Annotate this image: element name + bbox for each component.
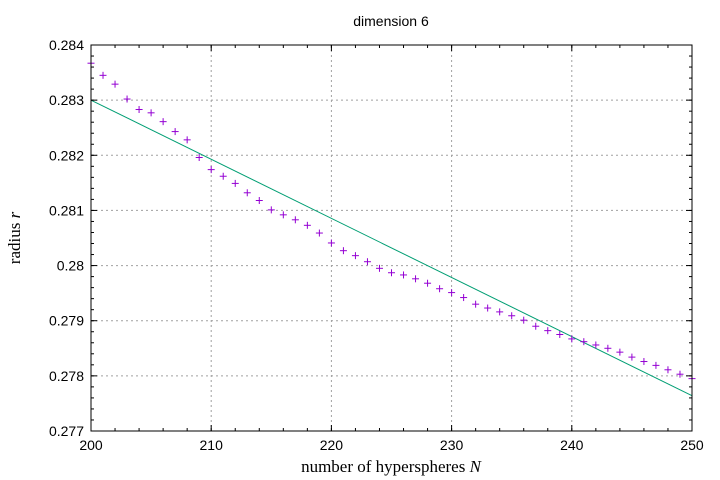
data-point — [484, 304, 492, 312]
data-point — [388, 269, 395, 277]
data-point — [460, 294, 468, 302]
x-tick-label: 220 — [320, 437, 344, 453]
data-point — [424, 279, 432, 287]
data-point — [207, 166, 215, 174]
fit-line-layer — [90, 99, 693, 397]
data-point — [279, 211, 287, 219]
y-axis-label-text: radius — [5, 223, 24, 265]
data-point — [472, 300, 480, 308]
data-point — [400, 271, 408, 279]
x-tick-label: 200 — [79, 437, 103, 453]
y-tick-label: 0.284 — [49, 37, 84, 53]
data-point — [99, 71, 107, 79]
x-axis-label-text: number of hyperspheres — [301, 457, 465, 476]
y-tick-label: 0.279 — [49, 313, 84, 329]
data-point — [592, 341, 600, 349]
data-point — [195, 153, 203, 161]
data-points-layer — [87, 59, 696, 383]
data-point — [255, 197, 263, 205]
data-point — [544, 327, 552, 335]
data-point — [243, 189, 251, 197]
data-point — [267, 206, 275, 214]
y-tick-label: 0.277 — [49, 423, 84, 439]
data-point — [568, 335, 576, 343]
data-point — [231, 179, 239, 187]
data-point — [375, 264, 383, 272]
data-point — [291, 216, 299, 224]
grid — [91, 45, 692, 431]
data-point — [520, 316, 528, 324]
data-point — [351, 252, 359, 260]
data-point — [339, 247, 347, 255]
data-point — [135, 106, 143, 114]
y-tick-label: 0.28 — [57, 258, 84, 274]
data-point — [436, 285, 444, 293]
x-tick-label: 250 — [680, 437, 704, 453]
y-tick-label: 0.278 — [49, 368, 84, 384]
y-axis-label-var: r — [5, 211, 24, 218]
data-point — [604, 344, 612, 352]
data-point — [159, 118, 167, 126]
data-point — [171, 128, 179, 136]
x-tick-label: 230 — [440, 437, 464, 453]
data-point — [580, 338, 588, 346]
data-point — [111, 80, 119, 88]
data-point — [664, 366, 672, 374]
data-point — [327, 239, 335, 247]
data-point — [616, 348, 624, 356]
data-point — [448, 289, 456, 297]
data-point — [652, 361, 660, 369]
data-point — [315, 229, 323, 237]
y-tick-label: 0.281 — [49, 202, 84, 218]
y-tick-label: 0.282 — [49, 147, 84, 163]
data-point — [628, 353, 636, 361]
data-point — [183, 136, 191, 144]
fit-line — [90, 99, 693, 397]
data-point — [219, 172, 227, 180]
data-point — [676, 370, 684, 378]
x-tick-label: 210 — [200, 437, 224, 453]
data-point — [303, 221, 311, 229]
data-point — [532, 322, 540, 330]
y-axis-label: radius r — [5, 211, 24, 264]
data-point — [147, 109, 155, 117]
data-point — [123, 95, 131, 103]
x-axis-label: number of hyperspheres N — [301, 457, 483, 476]
plot-frame — [90, 44, 693, 432]
x-tick-label: 240 — [560, 437, 584, 453]
chart-title: dimension 6 — [353, 13, 429, 29]
data-point — [363, 258, 371, 266]
y-tick-label: 0.283 — [49, 92, 84, 108]
data-point — [640, 358, 648, 366]
tick-labels: 200 210 220 230 240 250 0.277 0.278 0.279 0.28 0.2… — [49, 37, 704, 453]
data-point — [556, 331, 564, 338]
data-point — [412, 275, 420, 283]
x-axis-label-var: N — [469, 457, 483, 476]
data-point — [508, 312, 516, 320]
data-point — [496, 308, 504, 316]
